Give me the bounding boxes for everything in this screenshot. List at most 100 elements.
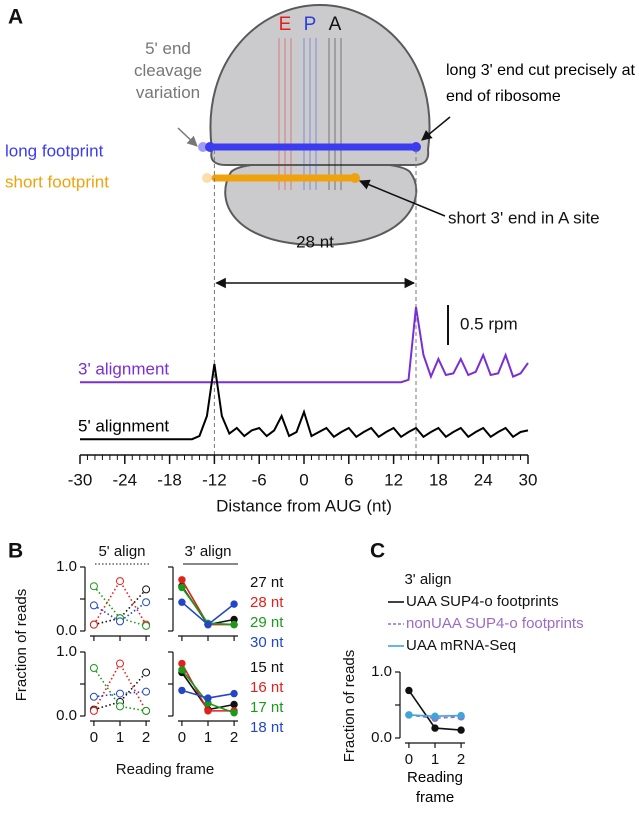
point: [142, 585, 151, 594]
point: [178, 686, 186, 695]
site-letter: P: [304, 14, 317, 35]
point: [204, 620, 212, 629]
y-tick-label: 1.0: [56, 558, 77, 575]
long-footprint-label: long footprint: [5, 141, 104, 160]
x-tick-label: -18: [157, 470, 182, 489]
footprint-end: [350, 173, 360, 183]
trace: [80, 363, 529, 441]
point: [431, 724, 439, 732]
point: [142, 621, 151, 630]
point: [405, 711, 413, 719]
x-tick-label: 2: [142, 729, 150, 746]
legend-label: 15 nt: [250, 659, 284, 676]
trace-label: 3' alignment: [78, 359, 169, 378]
x-tick-label: -30: [68, 470, 93, 489]
point: [230, 709, 238, 717]
point: [142, 668, 151, 677]
x-axis-title: Reading frame: [407, 769, 463, 806]
x-tick-label: 0: [405, 751, 413, 768]
x-tick-label: 1: [431, 751, 439, 768]
cleavage-note: 5' end cleavage variation: [133, 39, 203, 102]
legend-label: 28 nt: [250, 594, 284, 611]
x-tick-label: 24: [474, 470, 493, 489]
legend-label: 30 nt: [250, 634, 284, 651]
trace: [80, 306, 529, 384]
y-axis-title: Fraction of reads: [341, 650, 358, 763]
legend-label: 16 nt: [250, 679, 284, 696]
y-tick-label: 0.0: [56, 622, 77, 639]
point: [142, 598, 151, 607]
panel-label: C: [370, 540, 385, 563]
x-tick-label: -24: [113, 470, 138, 489]
legend-label: 18 nt: [250, 719, 284, 736]
series-line: [93, 667, 147, 712]
footprint-end: [411, 142, 421, 152]
point: [431, 712, 439, 720]
arrow: [359, 179, 446, 217]
point: [116, 617, 124, 626]
y-tick-label: 0.0: [56, 707, 77, 724]
point: [116, 702, 124, 711]
x-tick-label: 2: [457, 751, 465, 768]
x-axis-title: Reading frame: [116, 761, 214, 778]
point: [178, 598, 186, 606]
point: [230, 700, 238, 709]
point: [178, 666, 186, 674]
point: [89, 620, 98, 629]
legend-label: 27 nt: [250, 574, 284, 591]
y-tick-label: 1.0: [371, 663, 392, 680]
point: [178, 583, 186, 592]
point: [89, 664, 98, 672]
point: [89, 601, 98, 610]
subplot-title: 5' align: [98, 543, 145, 560]
site-lines: [278, 38, 342, 190]
x-tick-label: -6: [252, 470, 267, 489]
x-tick-label: 0: [178, 729, 186, 746]
short-footprint-label: short footprint: [5, 172, 109, 191]
panel-label: A: [8, 6, 23, 29]
y-tick-label: 0.0: [371, 729, 392, 746]
subplot-title: 3' align: [184, 543, 231, 560]
legend-label: nonUAA SUP4-o footprints: [406, 615, 584, 632]
point: [142, 687, 151, 696]
point: [457, 726, 465, 734]
point: [116, 659, 124, 668]
point: [89, 706, 98, 715]
point: [230, 620, 238, 629]
site-letter: A: [329, 14, 342, 35]
legend-label: UAA SUP4-o footprints: [406, 593, 559, 610]
x-tick-label: 0: [299, 470, 308, 489]
site-letter: E: [279, 14, 292, 35]
x-tick-label: 1: [204, 729, 212, 746]
footprint-end: [205, 142, 215, 152]
series-line: [93, 579, 147, 626]
x-tick-label: 6: [344, 470, 353, 489]
trace-label: 5' alignment: [78, 416, 169, 435]
point: [178, 659, 186, 668]
panel-label: B: [8, 540, 23, 563]
point: [116, 689, 124, 698]
x-tick-label: 18: [429, 470, 448, 489]
subplot-title: 3' align: [404, 571, 451, 588]
point: [142, 706, 151, 715]
legend-label: UAA mRNA-Seq: [406, 637, 516, 654]
y-axis-title: Fraction of reads: [13, 589, 30, 702]
x-tick-label: 2: [230, 729, 238, 746]
footprint-end: [198, 142, 208, 152]
point: [116, 577, 124, 586]
point: [457, 711, 465, 720]
short-note: short 3' end in A site: [448, 208, 600, 227]
arrow: [177, 127, 198, 147]
distance-label: 28 nt: [296, 232, 334, 251]
arrow: [421, 116, 451, 141]
point: [204, 694, 212, 702]
long-note: long 3' end cut precisely at end of ribo…: [446, 62, 635, 105]
series-line: [93, 690, 147, 698]
point: [230, 600, 238, 608]
footprint-end: [202, 173, 212, 183]
x-tick-label: 0: [90, 729, 98, 746]
point: [89, 582, 98, 591]
point: [230, 689, 238, 698]
